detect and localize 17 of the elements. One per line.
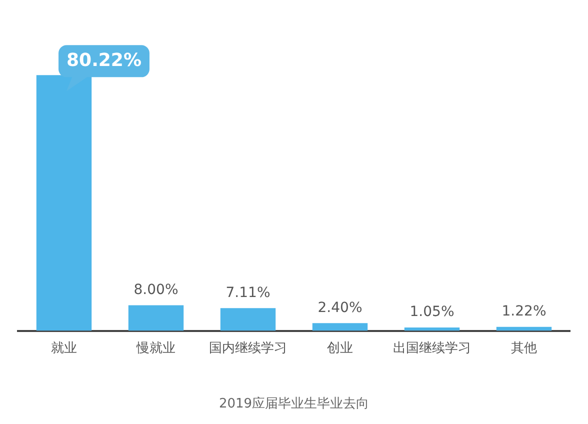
x-tick-label: 国内继续学习 [209,340,287,356]
bar [220,308,276,331]
bar [312,323,368,331]
data-label: 1.05% [410,304,454,320]
data-label: 7.11% [226,284,270,301]
x-tick-label: 就业 [51,340,77,356]
bar [496,326,552,331]
bar [128,305,184,331]
x-tick-label: 创业 [327,340,353,356]
x-tick-label: 出国继续学习 [393,340,471,356]
x-tick-label: 其他 [511,340,537,356]
data-label: 8.00% [134,282,178,298]
x-tick-label: 慢就业 [136,340,176,356]
data-label: 2.40% [318,300,362,316]
data-label: 1.22% [502,304,546,320]
data-label: 80.22% [66,50,142,71]
x-axis-title: 2019应届毕业生毕业去向 [218,396,370,412]
